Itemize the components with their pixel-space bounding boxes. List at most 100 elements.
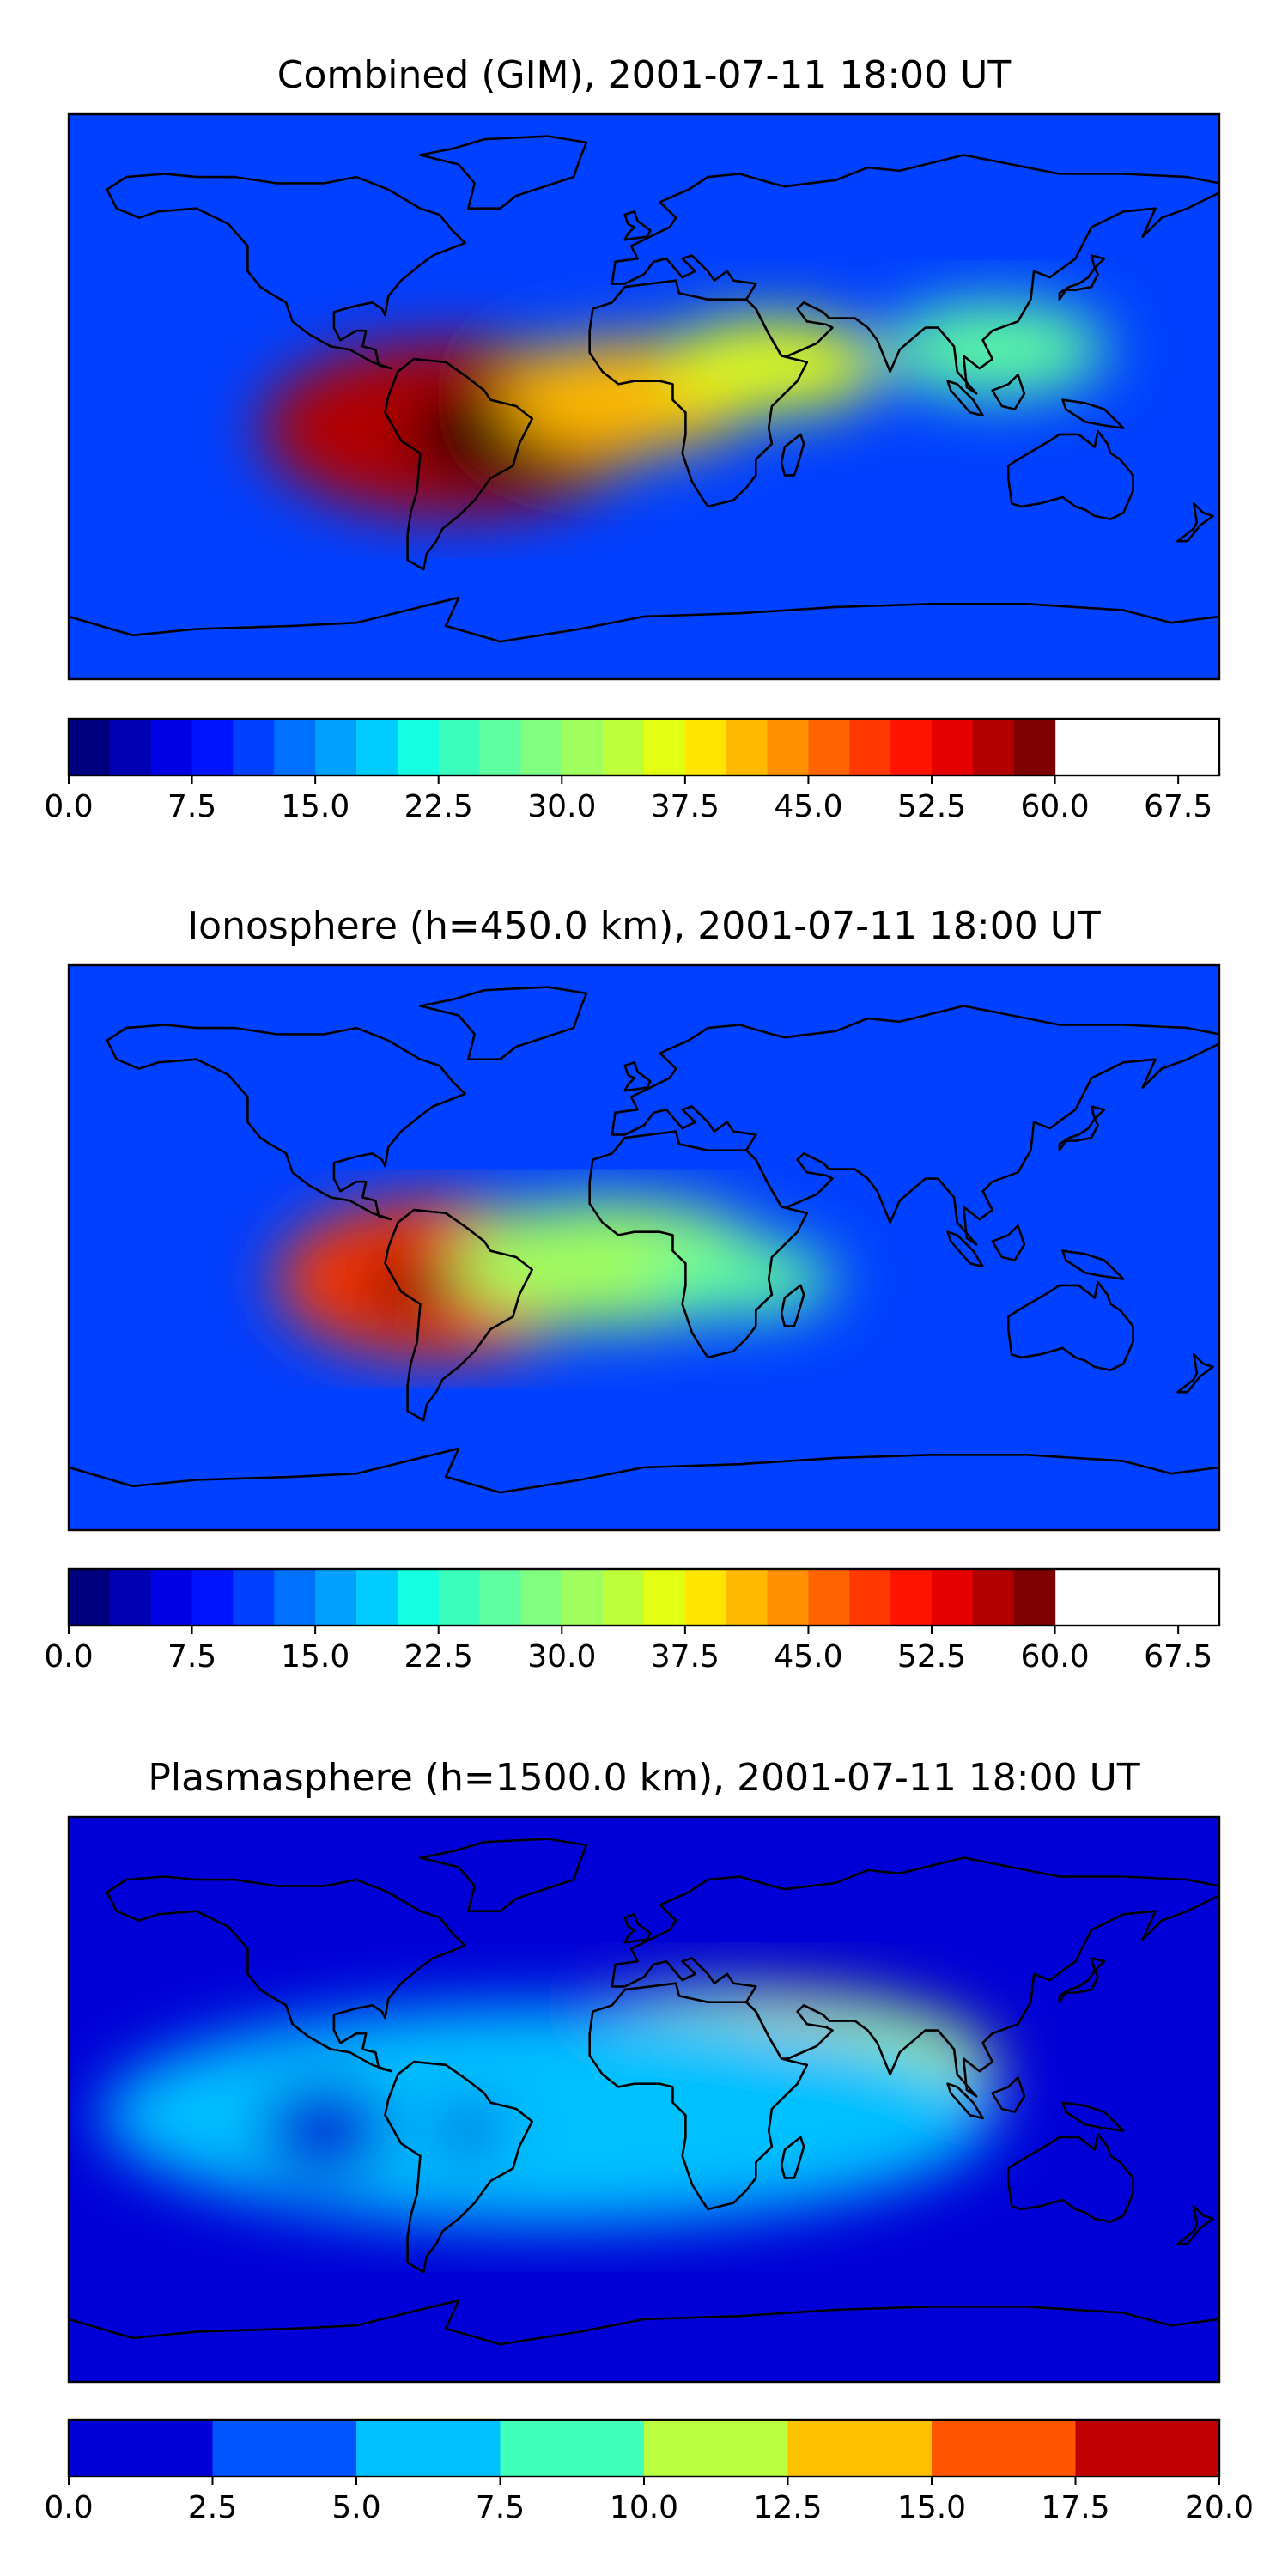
- coastline-new-guinea: [1061, 2101, 1125, 2132]
- colorbar-tick-label: 52.5: [897, 789, 966, 824]
- coastline-south-america: [384, 2060, 533, 2274]
- colorbar-segment: [356, 719, 398, 775]
- colorbar-segment: [644, 2420, 789, 2476]
- colorbar-segment: [726, 719, 769, 775]
- colorbar-tick-label: 67.5: [1144, 789, 1212, 824]
- colorbar-segment: [479, 719, 522, 775]
- colorbar-tick-label: 15.0: [281, 1639, 349, 1674]
- coastline-new-zealand: [1176, 1353, 1214, 1394]
- colorbar-segment: [233, 1569, 275, 1625]
- field-blob-2: [100, 2005, 996, 2226]
- coastline-great-britain: [623, 210, 652, 241]
- chart-title-ionosphere: Ionosphere (h=450.0 km), 2001-07-11 18:0…: [187, 904, 1101, 948]
- colorbar-segment: [1013, 1569, 1056, 1625]
- map-field-0: [69, 114, 1219, 679]
- colorbar-segment: [562, 1569, 604, 1625]
- coastline-new-zealand: [1176, 502, 1214, 543]
- colorbar-segment: [500, 2420, 645, 2476]
- colorbar-segment: [438, 719, 481, 775]
- coastline-sumatra: [946, 380, 984, 417]
- colorbar-segment: [890, 1569, 933, 1625]
- coastline-north-america: [106, 1875, 466, 2073]
- field-blob-4: [436, 2105, 501, 2156]
- coastline-antarctica: [69, 1447, 1219, 1494]
- colorbar-tick-label: 5.0: [331, 2490, 380, 2525]
- colorbar-segment: [644, 719, 686, 775]
- colorbar-segment: [274, 719, 316, 775]
- colorbar-segment: [787, 2420, 933, 2476]
- coastline-eurasia: [611, 154, 1219, 395]
- colorbar-segment: [69, 2420, 214, 2476]
- map-frame-0: [67, 112, 1221, 681]
- coastline-africa: [588, 1130, 809, 1359]
- colorbar-segment: [109, 719, 152, 775]
- coastline-japan: [1058, 1957, 1106, 2003]
- colorbar-segment: [69, 719, 111, 775]
- colorbar-tick-label: 2.5: [188, 2490, 237, 2525]
- colorbar-tick-label: 12.5: [753, 2490, 822, 2525]
- colorbar-segment: [520, 1569, 562, 1625]
- colorbar-1: 0.0 7.5 15.0 22.5 30.0 37.5 45.0 52.5 60.0 67.5: [44, 1567, 1221, 1674]
- colorbar-segment: [972, 1569, 1015, 1625]
- colorbar-tick-label: 30.0: [527, 1639, 596, 1674]
- colorbar-segment: [767, 719, 810, 775]
- colorbar-tick-label: 10.0: [610, 2490, 678, 2525]
- colorbar-tick-label: 45.0: [774, 789, 842, 824]
- colorbar-segment: [191, 1569, 234, 1625]
- colorbar-segment: [603, 1569, 645, 1625]
- colorbar-tick-label: 0.0: [44, 1639, 93, 1674]
- map-field-1: [69, 965, 1219, 1530]
- colorbar-tick-label: 7.5: [167, 1639, 216, 1674]
- coastline-new-guinea: [1061, 398, 1125, 429]
- coastline-greenland: [419, 1838, 588, 1912]
- colorbar-segment: [69, 1569, 111, 1625]
- colorbar-segment: [397, 1569, 440, 1625]
- field-blob-3: [644, 1241, 836, 1317]
- colorbar-segment: [767, 1569, 810, 1625]
- coastline-great-britain: [623, 1061, 652, 1092]
- coastline-australia: [1007, 2132, 1134, 2223]
- coastline-africa: [588, 279, 809, 508]
- colorbar-segment: [684, 719, 727, 775]
- coastlines-2: [69, 1838, 1219, 2346]
- colorbar-segment: [932, 719, 974, 775]
- chart-title-plasmasphere: Plasmasphere (h=1500.0 km), 2001-07-11 1…: [148, 1756, 1140, 1800]
- colorbar-tick-label: 22.5: [404, 1639, 473, 1674]
- coastline-new-zealand: [1176, 2205, 1214, 2245]
- coastline-borneo: [991, 374, 1026, 410]
- colorbar-frame: [67, 1567, 1221, 1627]
- colorbar-tick-label: 15.0: [897, 2490, 966, 2525]
- colorbar-segment: [109, 1569, 152, 1625]
- colorbar-tick-label: 60.0: [1020, 789, 1089, 824]
- coastline-greenland: [419, 135, 588, 210]
- colorbar-segment: [356, 1569, 398, 1625]
- coastline-madagascar: [780, 433, 805, 477]
- colorbar-segment: [603, 719, 645, 775]
- colorbar-tick-label: 22.5: [404, 789, 473, 824]
- colorbar-segment: [644, 1569, 686, 1625]
- colorbar-segment: [972, 719, 1015, 775]
- colorbar-segment: [562, 719, 604, 775]
- colorbar-tick-label: 7.5: [167, 789, 216, 824]
- colorbar-tick-label: 45.0: [774, 1639, 842, 1674]
- coastline-australia: [1007, 429, 1134, 520]
- colorbar-segment: [1013, 719, 1056, 775]
- colorbar-frame: [67, 717, 1221, 777]
- colorbar-segment: [150, 719, 193, 775]
- coastline-antarctica: [69, 2299, 1219, 2346]
- colorbar-segment: [191, 719, 234, 775]
- coastline-africa: [588, 1982, 809, 2211]
- map-frame-2: [67, 1815, 1221, 2384]
- colorbar-segment: [1075, 2420, 1220, 2476]
- coastline-sumatra: [946, 1230, 984, 1268]
- colorbar-tick-label: 30.0: [527, 789, 596, 824]
- colorbar-tick-label: 7.5: [476, 2490, 525, 2525]
- colorbar-tick-label: 37.5: [651, 789, 720, 824]
- colorbar-tick-label: 52.5: [897, 1639, 966, 1674]
- colorbar-tick-label: 0.0: [44, 2490, 93, 2525]
- map-frame-1: [67, 963, 1221, 1532]
- colorbar-tick-label: 37.5: [651, 1639, 720, 1674]
- colorbar-segment: [315, 719, 357, 775]
- coastline-north-america: [106, 1024, 466, 1221]
